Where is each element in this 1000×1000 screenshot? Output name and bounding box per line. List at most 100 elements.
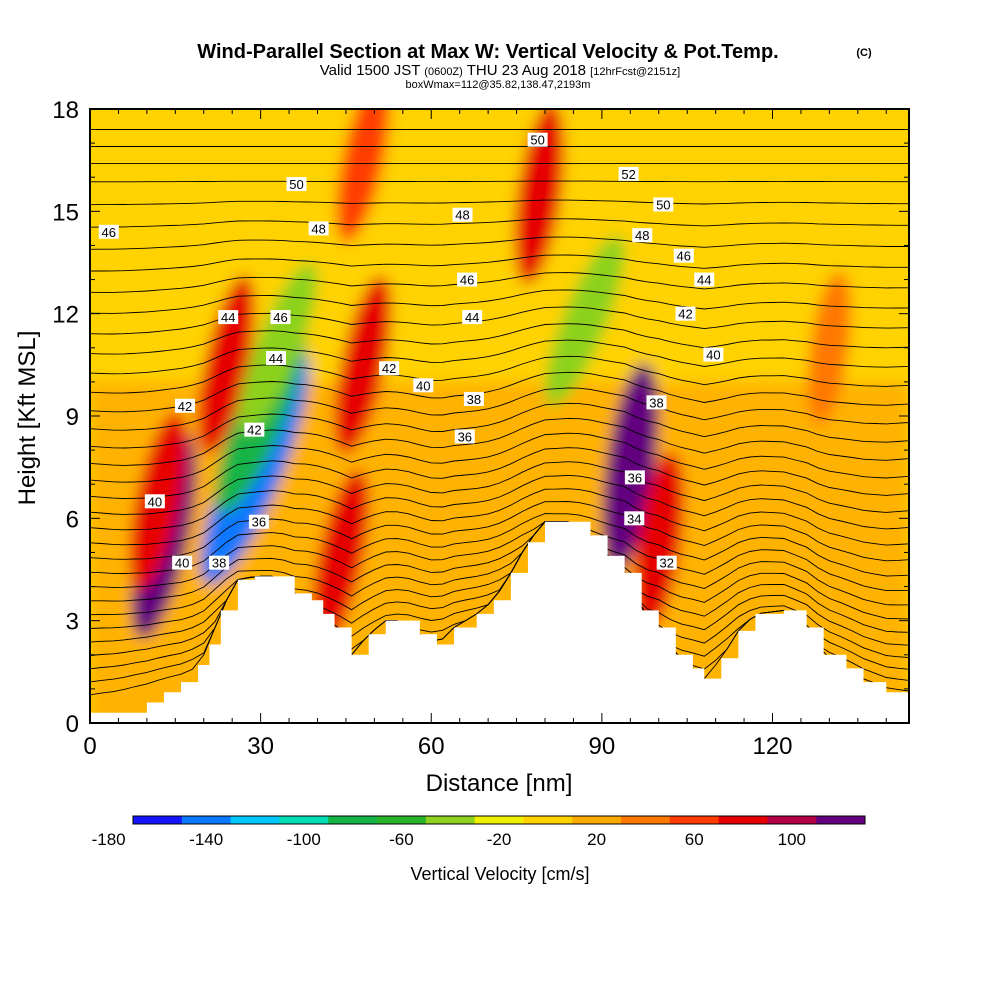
colorbar-swatch: [523, 816, 573, 824]
isentrope-line: [90, 355, 909, 394]
svg-text:46: 46: [677, 249, 691, 264]
isentrope-label: 42: [675, 306, 696, 322]
isentrope-label: 48: [308, 221, 329, 236]
isentrope-label: 32: [656, 555, 677, 571]
isentrope-label: 44: [694, 272, 715, 288]
isentrope-label: 40: [413, 378, 434, 393]
colorbar: -180 -140 -100 -60 -20 20 60 100: [92, 815, 866, 849]
isentrope-line: [90, 432, 909, 483]
isentrope-label: 46: [270, 310, 291, 325]
colorbar-frame: [132, 815, 866, 825]
isentrope-label: 48: [452, 207, 473, 223]
isentrope-label: 42: [379, 361, 400, 376]
svg-text:44: 44: [465, 310, 479, 325]
isentrope-line: [90, 521, 909, 646]
isentrope-label: 40: [144, 494, 165, 509]
colorbar-swatch: [328, 816, 378, 824]
y-tick-label: 9: [66, 404, 79, 431]
title-mark: (C): [856, 47, 872, 59]
x-tick-label: 30: [247, 733, 274, 760]
svg-text:36: 36: [458, 429, 472, 444]
svg-text:50: 50: [289, 177, 303, 192]
isentrope-line: [90, 272, 909, 293]
y-tick-label: 12: [52, 302, 79, 329]
colorbar-swatch: [377, 816, 427, 824]
isentrope-label: 46: [673, 249, 694, 264]
y-tick-label: 0: [66, 711, 79, 738]
isentrope-line: [90, 521, 909, 620]
x-tick-label: 120: [752, 733, 792, 760]
svg-text:44: 44: [221, 310, 235, 325]
svg-text:36: 36: [628, 470, 642, 485]
isentrope-line: [90, 521, 909, 633]
x-tick-label: 0: [83, 733, 96, 760]
y-tick-label: 18: [52, 97, 79, 124]
subtitle-utc: (0600Z): [424, 66, 463, 78]
colorbar-tick-label: -20: [487, 830, 512, 849]
isentrope-line: [90, 371, 909, 413]
subtitle-date: THU 23 Aug 2018: [467, 62, 586, 79]
colorbar-swatch: [474, 816, 524, 824]
isentrope-label: 38: [646, 395, 667, 410]
colorbar-tick-label: -60: [389, 830, 414, 849]
isentrope-label: 48: [632, 228, 653, 243]
svg-text:38: 38: [467, 392, 481, 407]
svg-text:48: 48: [455, 208, 469, 223]
svg-text:44: 44: [697, 273, 711, 288]
isentrope-line: [90, 339, 909, 375]
isentrope-line: [90, 488, 909, 546]
isentrope-label: 40: [172, 555, 193, 571]
isentrope-line: [90, 289, 909, 314]
isentrope-label: 34: [624, 511, 645, 526]
svg-text:48: 48: [311, 221, 325, 236]
svg-text:38: 38: [649, 395, 663, 410]
isentrope-label: 40: [703, 347, 724, 363]
terrain: [90, 521, 909, 723]
isentrope-line: [90, 474, 909, 531]
isentrope-label: 44: [462, 310, 483, 325]
colorbar-tick-label: 20: [587, 830, 606, 849]
colorbar-swatch: [572, 816, 622, 824]
svg-text:50: 50: [656, 198, 670, 213]
isentrope-line: [90, 461, 909, 515]
colorbar-tick-label: 60: [685, 830, 704, 849]
isentrope-labels: 46 50 48 48 50 52 50 48 46 44 46 44 46 44 42 44 42 40 40 38…: [98, 132, 724, 571]
chart-title: Wind-Parallel Section at Max W: Vertical…: [197, 41, 778, 63]
subtitle: Valid 1500 JST (0600Z) THU 23 Aug 2018 […: [320, 62, 680, 79]
isentrope-label: 50: [653, 197, 674, 213]
isentrope-line: [90, 199, 909, 206]
isentrope-label: 38: [463, 391, 484, 407]
isentrope-line: [90, 447, 909, 499]
svg-text:44: 44: [269, 351, 283, 366]
isentrope-label: 44: [265, 351, 286, 366]
isentrope-line: [90, 236, 909, 250]
isentrope-label: 36: [248, 514, 269, 530]
y-tick-label: 3: [66, 609, 79, 636]
velocity-region: [238, 263, 318, 433]
y-tick-label: 15: [52, 199, 79, 226]
plot-area: 46 50 48 48 50 52 50 48 46 44 46 44 46 44 42 44 42 40 40 38…: [90, 109, 909, 723]
colorbar-swatch: [816, 816, 866, 824]
isentrope-label: 46: [98, 224, 119, 240]
isentrope-label: 50: [527, 132, 548, 148]
isentrope-line: [90, 254, 909, 272]
colorbar-tick-label: -140: [189, 830, 223, 849]
x-tick-label: 60: [418, 733, 445, 760]
x-tick-label: 90: [589, 733, 616, 760]
subtitle-fcst: [12hrFcst@2151z]: [590, 66, 680, 78]
isentropes: [90, 129, 909, 696]
colorbar-swatch: [279, 816, 329, 824]
isentrope-line: [90, 521, 909, 592]
svg-text:42: 42: [178, 399, 192, 414]
subtitle-valid: Valid 1500 JST: [320, 62, 420, 79]
colorbar-swatch: [425, 816, 476, 824]
isentrope-label: 42: [174, 398, 195, 414]
isentrope-label: 50: [286, 177, 307, 192]
isentrope-line: [90, 218, 909, 228]
y-axis: 0 36 9 12 15 18: [52, 97, 909, 738]
box-info: boxWmax=112@35.82,138.47,2193m: [406, 79, 591, 91]
svg-text:42: 42: [382, 361, 396, 376]
colorbar-swatch: [767, 816, 817, 824]
isentrope-line: [90, 501, 909, 562]
velocity-region: [807, 271, 852, 425]
